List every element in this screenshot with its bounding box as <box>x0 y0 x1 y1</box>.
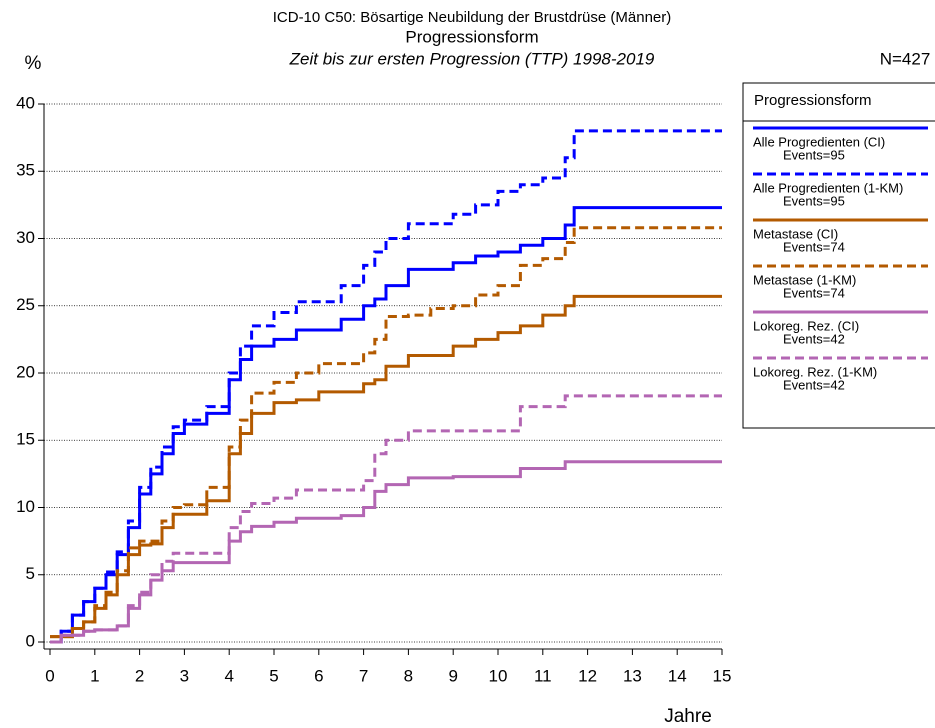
legend-label: Lokoreg. Rez. (1-KM) <box>753 364 877 379</box>
y-tick-label: 5 <box>26 564 35 583</box>
y-axis-label: % <box>25 53 42 74</box>
x-tick-label: 10 <box>489 666 508 685</box>
step-line <box>50 226 722 639</box>
x-tick-label: 13 <box>623 666 642 685</box>
y-tick-label: 30 <box>16 228 35 247</box>
legend-events: Events=95 <box>783 193 845 208</box>
x-tick-label: 15 <box>713 666 732 685</box>
x-tick-label: 7 <box>359 666 368 685</box>
y-tick-label: 10 <box>16 497 35 516</box>
y-tick-label: 35 <box>16 161 35 180</box>
x-tick-label: 12 <box>578 666 597 685</box>
step-line <box>50 394 722 644</box>
x-tick-label: 9 <box>448 666 457 685</box>
step-line <box>50 129 722 644</box>
x-tick-label: 14 <box>668 666 687 685</box>
legend-events: Events=42 <box>783 331 845 346</box>
legend-label: Metastase (1-KM) <box>753 272 856 287</box>
step-line <box>50 206 722 644</box>
y-tick-label: 15 <box>16 430 35 449</box>
x-tick-label: 4 <box>224 666 233 685</box>
legend-events: Events=74 <box>783 285 845 300</box>
y-tick-label: 25 <box>16 295 35 314</box>
y-tick-label: 0 <box>26 631 35 650</box>
x-tick-label: 5 <box>269 666 278 685</box>
legend-events: Events=42 <box>783 377 845 392</box>
x-tick-label: 1 <box>90 666 99 685</box>
legend-label: Alle Progredienten (1-KM) <box>753 180 903 195</box>
step-line <box>50 460 722 644</box>
x-tick-label: 6 <box>314 666 323 685</box>
n-label: N=427 <box>880 49 931 68</box>
chart-subtitle: Progressionsform <box>405 27 538 46</box>
legend-label: Lokoreg. Rez. (CI) <box>753 318 859 333</box>
chart-subtitle-2: Zeit bis zur ersten Progression (TTP) 19… <box>289 49 655 68</box>
x-tick-label: 3 <box>180 666 189 685</box>
x-tick-label: 2 <box>135 666 144 685</box>
chart-title: ICD-10 C50: Bösartige Neubildung der Bru… <box>273 9 672 26</box>
legend-label: Alle Progredienten (CI) <box>753 134 885 149</box>
legend-events: Events=74 <box>783 239 845 254</box>
legend-label: Metastase (CI) <box>753 226 838 241</box>
x-axis-label: Jahre <box>664 706 712 727</box>
x-tick-label: 0 <box>45 666 54 685</box>
legend-title: Progressionsform <box>754 92 872 109</box>
legend-box <box>742 82 935 429</box>
y-tick-label: 20 <box>16 362 35 381</box>
y-tick-label: 40 <box>16 93 35 112</box>
legend-events: Events=95 <box>783 147 845 162</box>
x-tick-label: 11 <box>534 666 552 685</box>
x-tick-label: 8 <box>404 666 413 685</box>
